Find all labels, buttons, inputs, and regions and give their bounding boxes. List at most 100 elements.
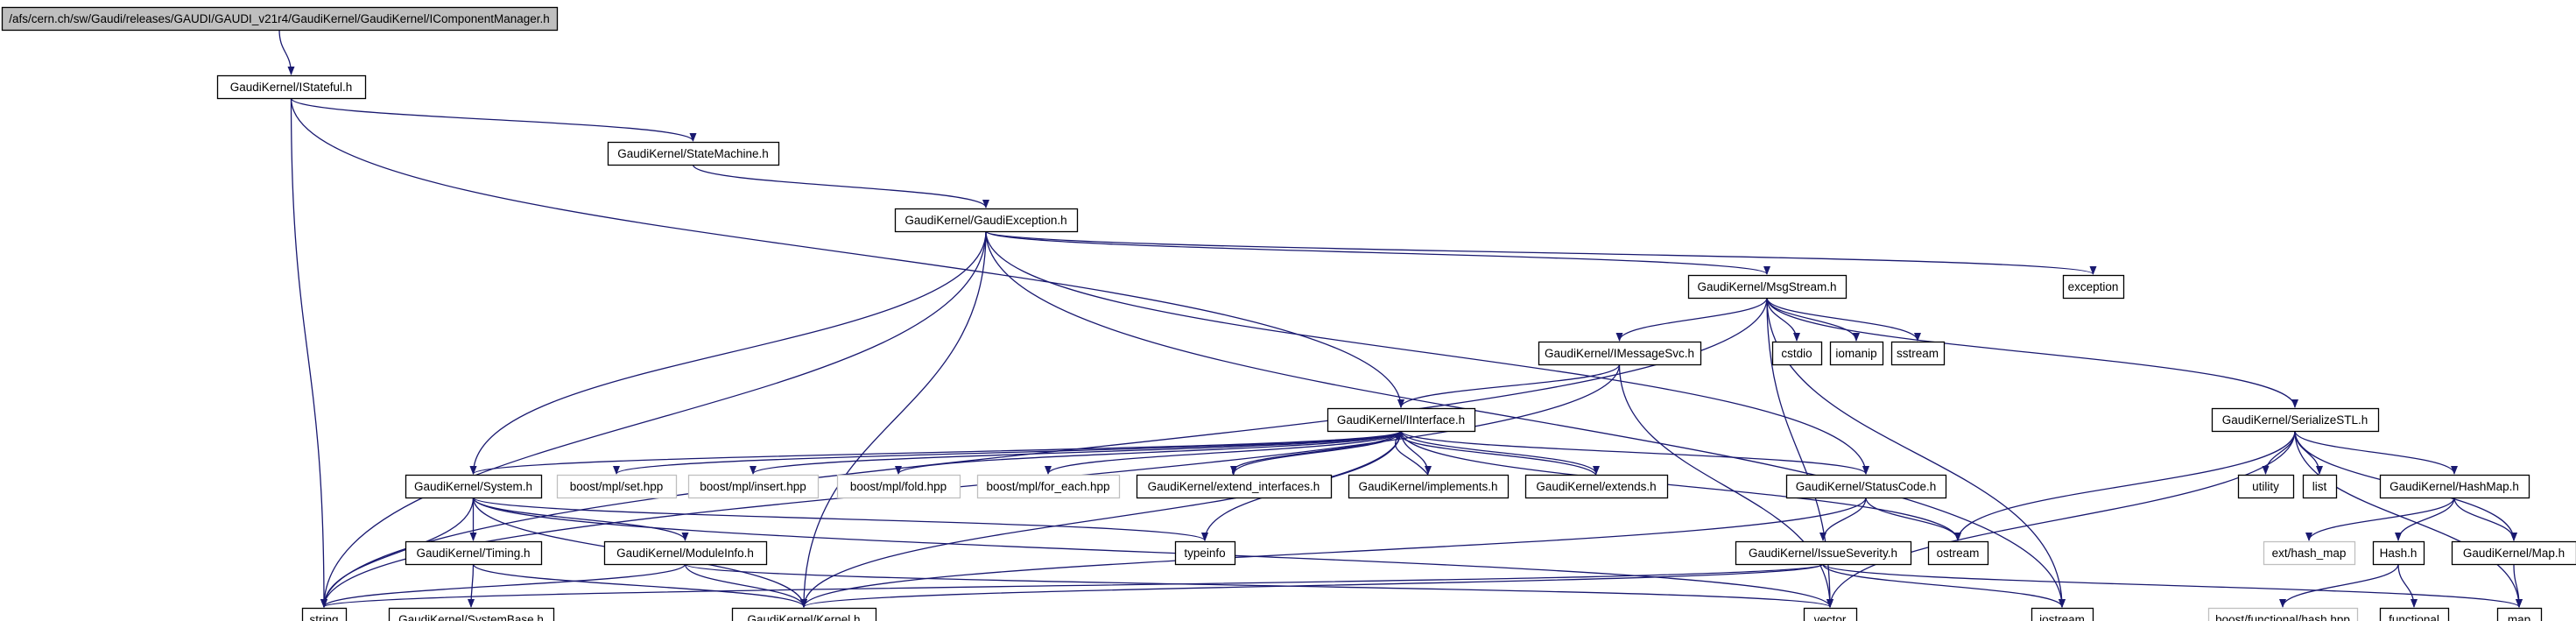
node-label-iinterface: GaudiKernel/IInterface.h — [1337, 413, 1465, 427]
node-ostream[interactable]: ostream — [1927, 540, 1989, 566]
node-label-statemachine: GaudiKernel/StateMachine.h — [617, 147, 769, 160]
node-exception[interactable]: exception — [2062, 274, 2125, 300]
edge-system-to-vector — [472, 497, 1833, 608]
node-label-exception: exception — [2068, 280, 2119, 293]
node-box-bfhash — [2207, 607, 2359, 621]
edge-gaudiexception-to-kernel — [800, 230, 987, 608]
node-box-ostream — [1927, 540, 1989, 566]
edge-gaudiexception-to-iostream — [985, 230, 2066, 608]
node-label-ostream: ostream — [1937, 547, 1980, 560]
node-timing[interactable]: GaudiKernel/Timing.h — [405, 540, 543, 566]
node-box-mapheader — [2451, 540, 2576, 566]
node-gaudiexception[interactable]: GaudiKernel/GaudiException.h — [894, 208, 1079, 233]
node-hashmap[interactable]: GaudiKernel/HashMap.h — [2379, 474, 2530, 499]
edge-root-to-istateful — [278, 29, 295, 75]
edge-hashmap-to-mapheader — [2453, 497, 2517, 541]
node-box-imessagesvc — [1538, 341, 1702, 366]
node-label-extends: GaudiKernel/extends.h — [1536, 480, 1656, 493]
node-box-iostream — [2031, 607, 2094, 621]
node-utility[interactable]: utility — [2237, 474, 2295, 499]
node-label-hash: Hash.h — [2380, 547, 2418, 560]
node-box-timing — [405, 540, 543, 566]
node-label-mplforeach: boost/mpl/for_each.hpp — [986, 480, 1109, 493]
node-mplforeach[interactable]: boost/mpl/for_each.hpp — [976, 474, 1121, 499]
edge-iinterface-to-mplforeach — [1045, 430, 1402, 475]
node-box-list — [2302, 474, 2338, 499]
node-statuscode[interactable]: GaudiKernel/StatusCode.h — [1785, 474, 1947, 499]
edge-iinterface-to-system — [469, 430, 1402, 475]
nodes-layer: /afs/cern.ch/sw/Gaudi/releases/GAUDI/GAU… — [1, 6, 2576, 621]
node-list[interactable]: list — [2302, 474, 2338, 499]
node-iostream[interactable]: iostream — [2031, 607, 2094, 621]
node-imessagesvc[interactable]: GaudiKernel/IMessageSvc.h — [1538, 341, 1702, 366]
edge-statemachine-to-gaudiexception — [692, 164, 989, 208]
edge-gaudiexception-to-statuscode — [985, 230, 1869, 475]
node-label-kernel: GaudiKernel/Kernel.h — [747, 613, 860, 621]
node-mplset[interactable]: boost/mpl/set.hpp — [556, 474, 678, 499]
node-cstdio[interactable]: cstdio — [1771, 341, 1823, 366]
node-label-cstdio: cstdio — [1781, 347, 1812, 360]
node-istateful[interactable]: GaudiKernel/IStateful.h — [216, 74, 367, 100]
node-exthashmap[interactable]: ext/hash_map — [2263, 540, 2356, 566]
edge-statuscode-to-ostream — [1865, 497, 1961, 541]
node-iinterface[interactable]: GaudiKernel/IInterface.h — [1327, 407, 1476, 433]
edge-hashmap-to-hash — [2395, 497, 2455, 541]
edge-system-to-typeinfo — [472, 497, 1208, 541]
node-label-issueseverity: GaudiKernel/IssueSeverity.h — [1749, 547, 1897, 560]
node-label-moduleinfo: GaudiKernel/ModuleInfo.h — [616, 547, 754, 560]
node-box-extends — [1524, 474, 1669, 499]
node-bfhash[interactable]: boost/functional/hash.hpp — [2207, 607, 2359, 621]
node-hash[interactable]: Hash.h — [2372, 540, 2425, 566]
node-system[interactable]: GaudiKernel/System.h — [405, 474, 543, 499]
node-functional[interactable]: functional — [2379, 607, 2450, 621]
node-mapheader[interactable]: GaudiKernel/Map.h — [2451, 540, 2576, 566]
node-iomanip[interactable]: iomanip — [1829, 341, 1884, 366]
edge-issueseverity-to-map — [1822, 563, 2523, 608]
edge-statuscode-to-issueseverity — [1819, 497, 1867, 541]
edge-gaudiexception-to-msgstream — [985, 230, 1770, 275]
node-sstream[interactable]: sstream — [1890, 341, 1946, 366]
edge-serializestl-to-map — [2294, 430, 2523, 608]
node-label-statuscode: GaudiKernel/StatusCode.h — [1796, 480, 1937, 493]
node-implements[interactable]: GaudiKernel/implements.h — [1348, 474, 1510, 499]
edge-issueseverity-to-string — [320, 563, 1824, 608]
node-box-hashmap — [2379, 474, 2530, 499]
node-label-hashmap: GaudiKernel/HashMap.h — [2389, 480, 2519, 493]
edge-gaudiexception-to-exception — [985, 230, 2097, 275]
node-box-mplset — [556, 474, 678, 499]
edge-hash-to-functional — [2397, 563, 2418, 608]
node-msgstream[interactable]: GaudiKernel/MsgStream.h — [1687, 274, 1848, 300]
node-moduleinfo[interactable]: GaudiKernel/ModuleInfo.h — [603, 540, 768, 566]
node-label-root: /afs/cern.ch/sw/Gaudi/releases/GAUDI/GAU… — [9, 12, 550, 25]
node-typeinfo[interactable]: typeinfo — [1174, 540, 1236, 566]
edge-serializestl-to-hashmap — [2294, 430, 2458, 475]
edge-imessagesvc-to-iinterface — [1397, 363, 1621, 408]
node-label-mplset: boost/mpl/set.hpp — [570, 480, 664, 493]
node-statemachine[interactable]: GaudiKernel/StateMachine.h — [607, 141, 780, 166]
node-extends[interactable]: GaudiKernel/extends.h — [1524, 474, 1669, 499]
node-box-msgstream — [1687, 274, 1848, 300]
node-extendinterfaces[interactable]: GaudiKernel/extend_interfaces.h — [1136, 474, 1333, 499]
node-box-exception — [2062, 274, 2125, 300]
node-systembase[interactable]: GaudiKernel/SystemBase.h — [388, 607, 555, 621]
edge-mapheader-to-map — [2513, 563, 2523, 608]
edge-msgstream-to-sstream — [1766, 297, 1921, 342]
edge-moduleinfo-to-kernel — [684, 563, 807, 608]
node-string[interactable]: string — [301, 607, 348, 621]
node-label-functional: functional — [2389, 613, 2439, 621]
node-kernel[interactable]: GaudiKernel/Kernel.h — [731, 607, 877, 621]
node-serializestl[interactable]: GaudiKernel/SerializeSTL.h — [2211, 407, 2380, 433]
node-root[interactable]: /afs/cern.ch/sw/Gaudi/releases/GAUDI/GAU… — [1, 6, 559, 32]
node-map[interactable]: map — [2496, 607, 2543, 621]
node-label-vector: vector — [1814, 613, 1847, 621]
edge-serializestl-to-utility — [2262, 430, 2296, 475]
node-mplfold[interactable]: boost/mpl/fold.hpp — [836, 474, 961, 499]
node-label-map: map — [2508, 613, 2530, 621]
node-box-serializestl — [2211, 407, 2380, 433]
node-issueseverity[interactable]: GaudiKernel/IssueSeverity.h — [1735, 540, 1912, 566]
node-mplinsert[interactable]: boost/mpl/insert.hpp — [687, 474, 820, 499]
edge-timing-to-kernel — [472, 563, 807, 608]
node-vector[interactable]: vector — [1803, 607, 1858, 621]
node-box-sstream — [1890, 341, 1946, 366]
